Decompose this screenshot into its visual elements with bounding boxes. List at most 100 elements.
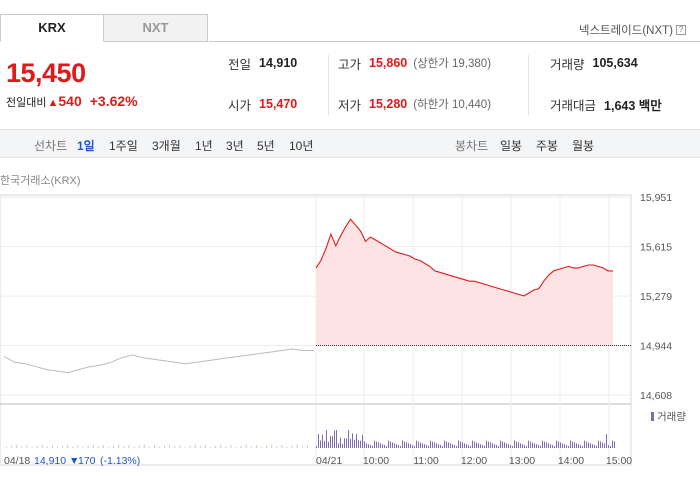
market-tabs: KRX NXT bbox=[0, 14, 209, 42]
volume-bar bbox=[394, 443, 395, 448]
nxt-link-label: 넥스트레이드(NXT) bbox=[578, 25, 673, 37]
volume-bar bbox=[11, 445, 13, 448]
volume-bar bbox=[426, 445, 427, 448]
volume-bar bbox=[544, 441, 545, 448]
candle-weekly[interactable]: 주봉 bbox=[536, 139, 559, 153]
volume-bar bbox=[450, 443, 451, 448]
volume-bar bbox=[440, 445, 441, 448]
volume-bar bbox=[444, 440, 445, 448]
period-5y[interactable]: 5년 bbox=[257, 139, 275, 153]
volume-bar bbox=[608, 445, 609, 448]
volume-bar bbox=[610, 446, 611, 448]
tab-krx[interactable]: KRX bbox=[0, 14, 104, 42]
y-tick-label: 14,944 bbox=[640, 340, 672, 352]
period-1w[interactable]: 1주일 bbox=[109, 139, 138, 153]
volume-bar bbox=[184, 447, 186, 448]
volume-bar bbox=[113, 445, 115, 448]
volume-bar bbox=[598, 440, 599, 448]
period-10y[interactable]: 10년 bbox=[289, 139, 314, 153]
volume-legend-label: 거래량 bbox=[657, 411, 686, 423]
price-chart[interactable]: 15,951 15,615 15,279 14,944 14,608 거래량 10:00… bbox=[0, 185, 700, 490]
volume-bar bbox=[388, 440, 389, 448]
volume-bar bbox=[230, 445, 232, 448]
volume-bar bbox=[438, 444, 439, 448]
volume-bar bbox=[372, 446, 373, 448]
stat-label: 거래대금 bbox=[550, 98, 597, 113]
volume-bar bbox=[250, 446, 252, 448]
today-line bbox=[315, 218, 613, 297]
volume-bar bbox=[478, 443, 479, 448]
volume-bar bbox=[138, 445, 140, 448]
volume-bar bbox=[570, 440, 571, 448]
volume-bar bbox=[614, 441, 615, 448]
volume-bar bbox=[526, 446, 527, 448]
help-icon[interactable]: ? bbox=[676, 25, 686, 35]
volume-bar bbox=[400, 446, 401, 448]
volume-bar bbox=[67, 444, 69, 448]
volume-bar bbox=[92, 444, 94, 448]
volume-bar bbox=[159, 447, 160, 448]
volume-bar bbox=[584, 440, 585, 448]
volume-bar bbox=[522, 444, 523, 448]
nxt-info-link[interactable]: 넥스트레이드(NXT) ? bbox=[579, 22, 686, 38]
stat-sub: (상한가 19,380) bbox=[413, 58, 492, 70]
up-triangle-icon: ▲ bbox=[47, 97, 59, 109]
period-3y[interactable]: 3년 bbox=[226, 139, 244, 153]
volume-bar bbox=[424, 444, 425, 448]
volume-bar bbox=[271, 444, 273, 448]
volume-bar bbox=[338, 443, 339, 448]
volume-bar bbox=[546, 442, 547, 448]
volume-bar bbox=[594, 445, 595, 448]
volume-bar bbox=[102, 445, 104, 448]
volume-bar bbox=[396, 444, 397, 448]
volume-bar bbox=[428, 446, 429, 448]
candle-chart-label: 봉차트 bbox=[455, 139, 489, 153]
volume-bar bbox=[366, 443, 367, 448]
volume-bar bbox=[174, 446, 176, 448]
volume-bar bbox=[580, 445, 581, 448]
stat-volume: 거래량 105,634 bbox=[550, 52, 638, 74]
tab-nxt[interactable]: NXT bbox=[104, 14, 208, 42]
volume-bar bbox=[370, 445, 371, 448]
volume-bar bbox=[474, 441, 475, 448]
candle-monthly[interactable]: 월봉 bbox=[572, 139, 595, 153]
period-1d[interactable]: 1일 bbox=[77, 139, 95, 153]
volume-bar bbox=[562, 443, 563, 448]
volume-bar bbox=[520, 443, 521, 448]
volume-bar bbox=[320, 440, 321, 448]
volume-bar bbox=[380, 443, 381, 448]
volume-bar bbox=[334, 430, 335, 448]
prev-change-percent: (-1.13%) bbox=[100, 455, 140, 467]
volume-bar bbox=[326, 430, 327, 448]
period-3m[interactable]: 3개월 bbox=[152, 139, 181, 153]
volume-bar bbox=[528, 440, 529, 448]
volume-bar bbox=[215, 445, 217, 448]
volume-bar bbox=[374, 440, 375, 448]
volume-bar bbox=[16, 444, 18, 448]
volume-bar bbox=[480, 444, 481, 448]
stat-label: 저가 bbox=[338, 98, 362, 113]
volume-bar bbox=[468, 445, 469, 448]
volume-bar bbox=[41, 444, 43, 448]
volume-bar bbox=[358, 440, 359, 448]
period-1y[interactable]: 1년 bbox=[195, 139, 213, 153]
volume-bar bbox=[255, 445, 257, 448]
volume-bar bbox=[332, 436, 333, 448]
volume-bar bbox=[434, 442, 435, 448]
volume-bar bbox=[430, 440, 431, 448]
candle-daily[interactable]: 일봉 bbox=[500, 139, 523, 153]
volume-bar bbox=[462, 442, 463, 448]
volume-bar bbox=[612, 440, 613, 448]
volume-bar bbox=[582, 446, 583, 448]
y-tick-label: 15,951 bbox=[640, 192, 672, 204]
volume-bar bbox=[148, 446, 150, 448]
volume-bar bbox=[590, 443, 591, 448]
volume-bar bbox=[536, 444, 537, 448]
volume-bar bbox=[552, 445, 553, 448]
prev-date: 04/18 bbox=[4, 455, 30, 467]
volume-bar bbox=[422, 443, 423, 448]
x-tick-label: 14:00 bbox=[558, 455, 584, 467]
stat-value: 15,470 bbox=[259, 97, 298, 111]
volume-bar bbox=[402, 440, 403, 448]
volume-bar bbox=[556, 440, 557, 448]
